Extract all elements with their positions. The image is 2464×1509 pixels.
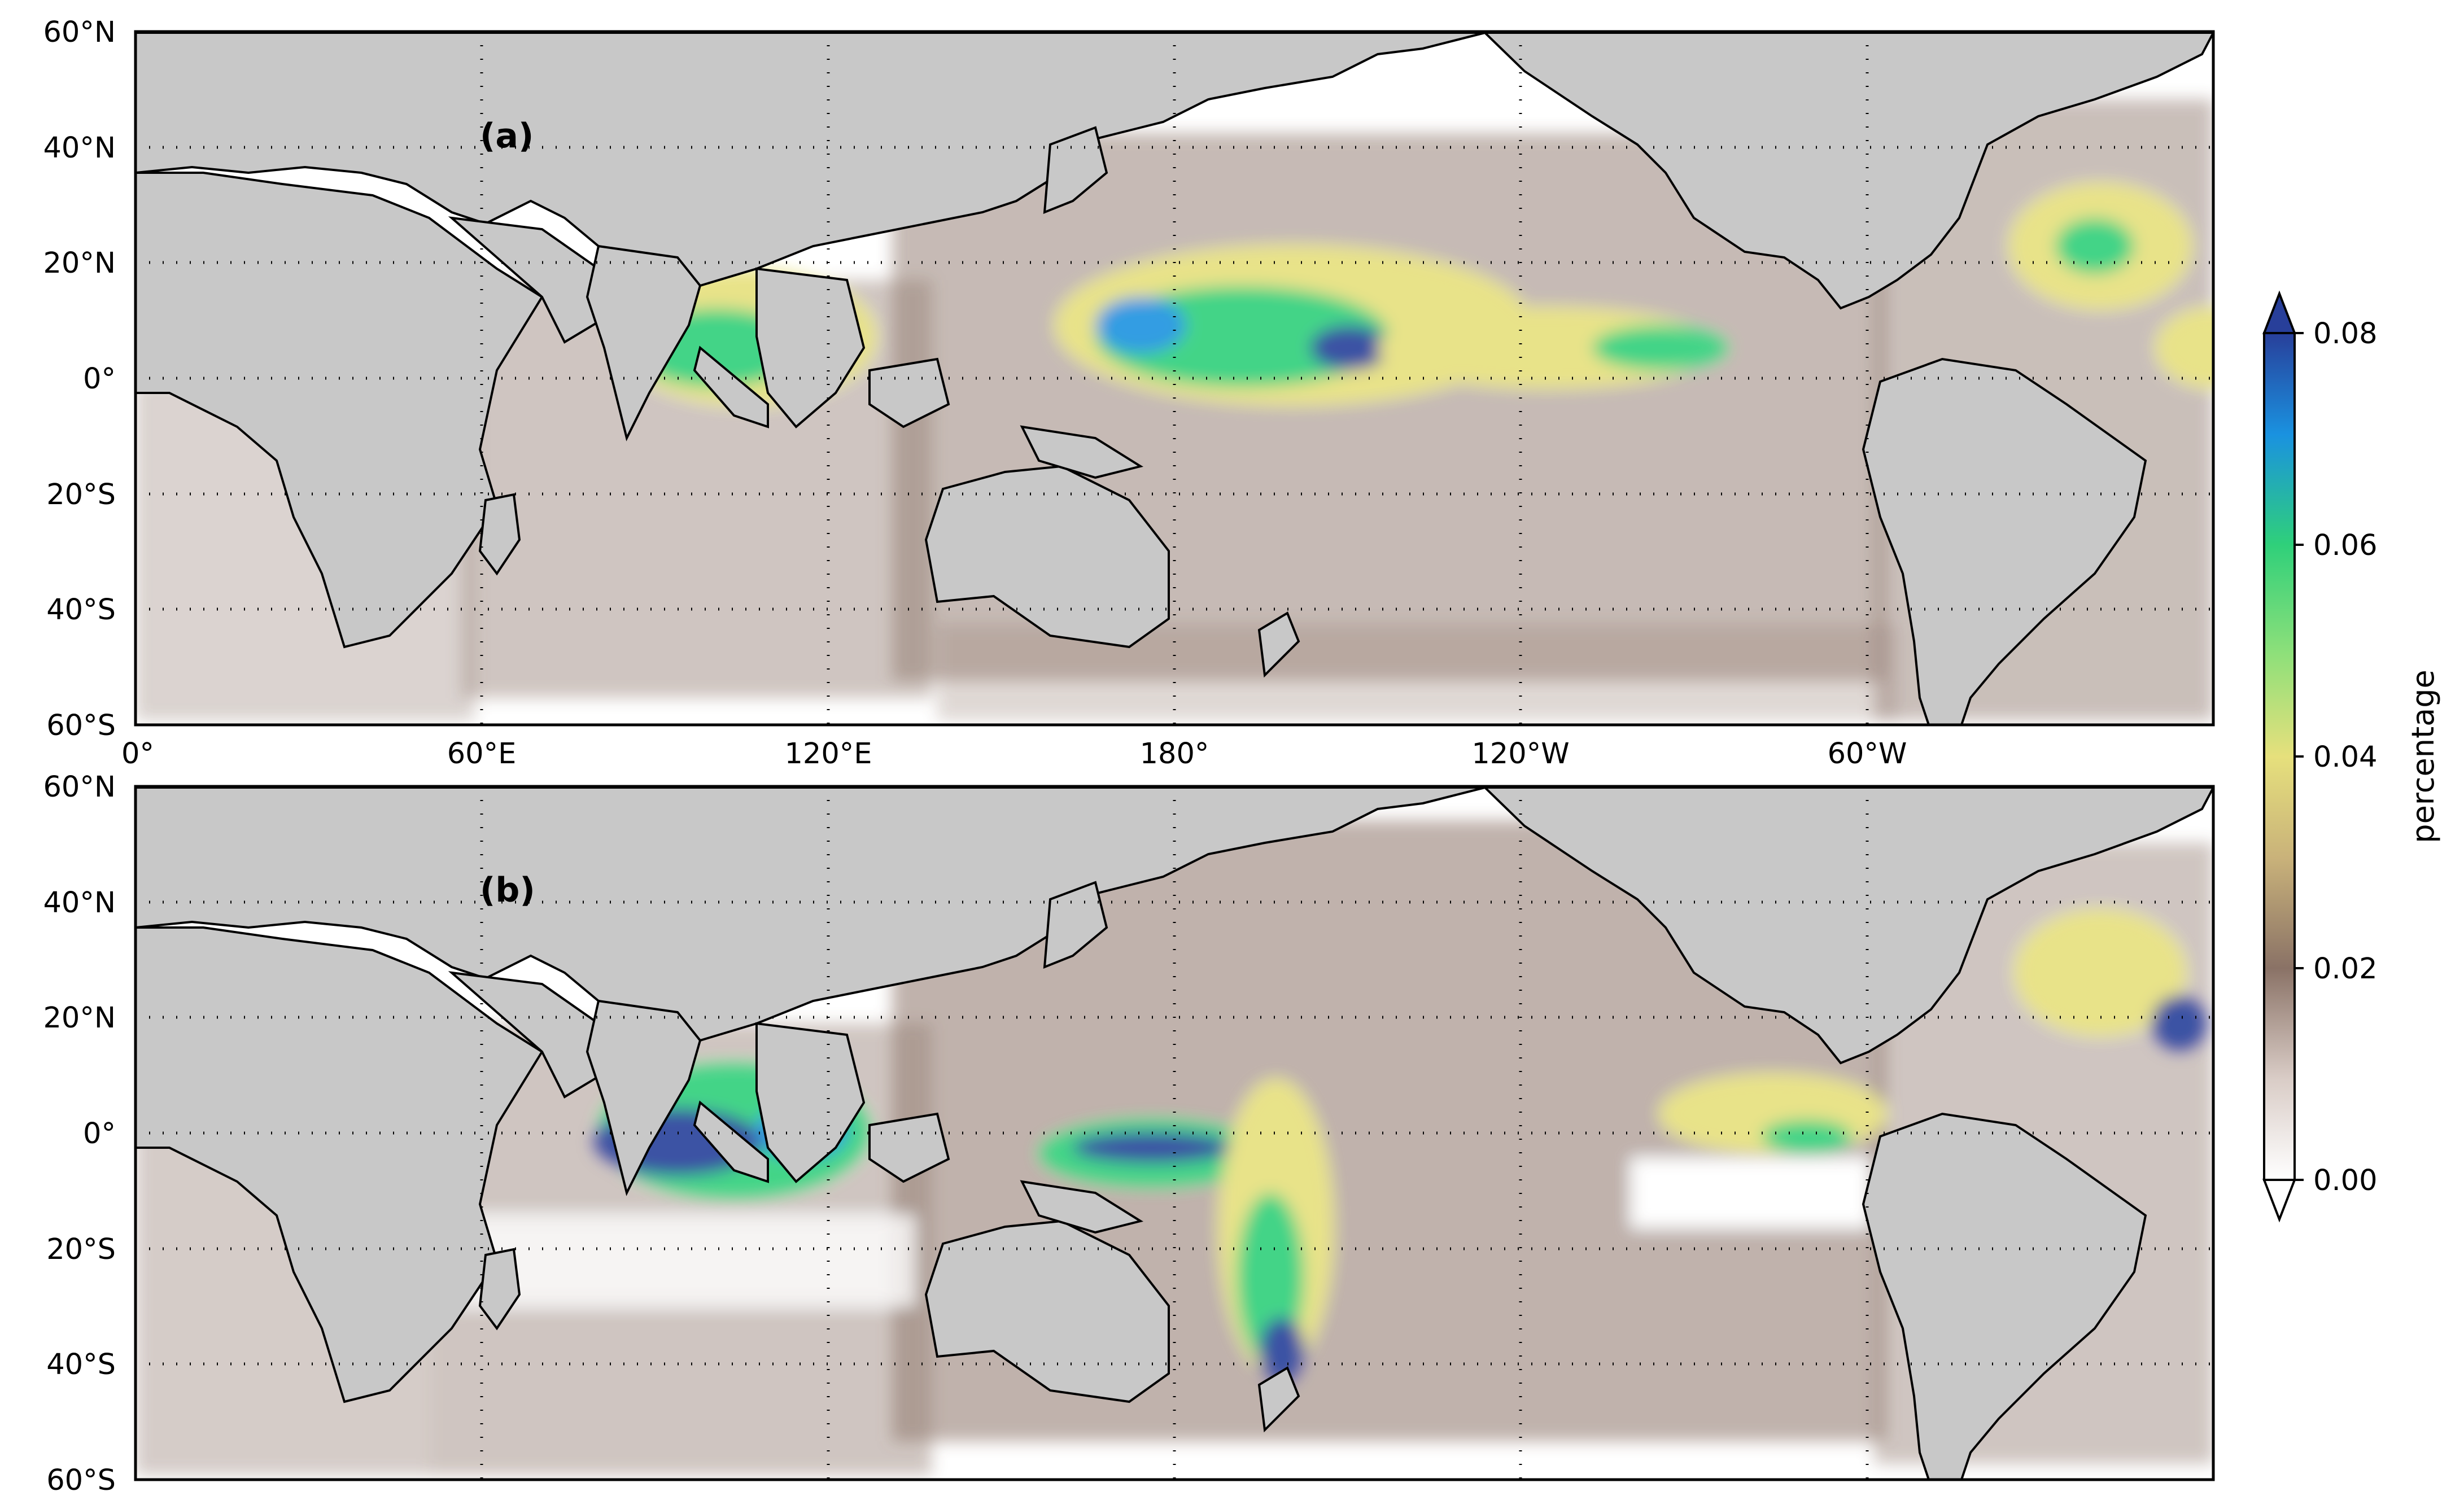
lon-tick: 0° [121,737,154,771]
lat-tick: 60°S [46,709,116,742]
panel-a-label: (a) [480,116,534,156]
colorbar-label: percentage [2405,670,2441,843]
panel-b-label: (b) [480,871,535,910]
lon-tick: 60°E [447,737,517,771]
lat-tick: 0° [83,1117,116,1151]
colorbar-min-extend [2264,1180,2295,1219]
lat-tick: 60°S [46,1464,116,1497]
lat-tick: 20°N [43,247,116,280]
colorbar: 0.00 0.02 0.04 0.06 0.08 percentage [2264,294,2441,1219]
lat-tick: 60°N [43,16,116,49]
lon-tick: 180° [1140,737,1209,771]
lat-tick: 40°S [46,1348,116,1381]
lat-tick: 40°N [43,886,116,920]
lat-tick: 0° [83,362,116,396]
colorbar-tick: 0.06 [2313,529,2378,562]
lat-tick: 60°N [43,771,116,804]
lat-labels-b: 60°N 40°N 20°N 0° 20°S 40°S 60°S [43,771,116,1497]
colorbar-tick: 0.04 [2313,741,2378,774]
lat-tick: 20°S [46,1233,116,1266]
lat-tick: 40°S [46,593,116,627]
lon-tick: 60°W [1828,737,1907,771]
colorbar-tick: 0.02 [2313,952,2378,986]
map-panel-a: (a) [136,32,2388,732]
lon-tick: 120°W [1471,737,1569,771]
lat-tick: 20°N [43,1001,116,1035]
lat-labels-a: 60°N 40°N 20°N 0° 20°S 40°S 60°S [43,16,116,742]
map-panel-b: (b) [136,786,2388,1486]
lat-tick: 40°N [43,132,116,165]
colorbar-max-extend [2264,294,2295,333]
lon-tick: 120°E [784,737,872,771]
colorbar-tick: 0.00 [2313,1164,2378,1197]
colorbar-tick: 0.08 [2313,317,2378,351]
lon-labels: 0° 60°E 120°E 180° 120°W 60°W [121,737,1907,771]
lat-tick: 20°S [46,478,116,511]
